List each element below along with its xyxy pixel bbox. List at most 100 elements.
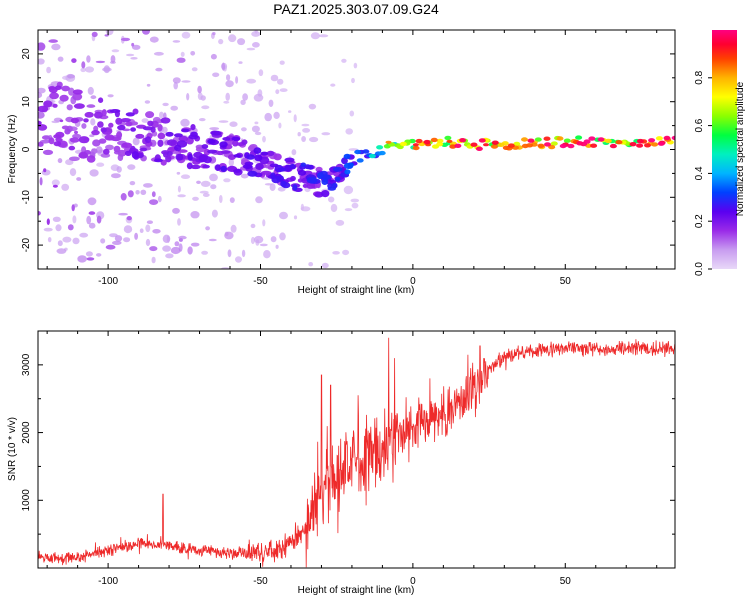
spectrogram-cell [86, 257, 95, 261]
spectrogram-cell [38, 111, 45, 119]
spectrogram-cell [38, 87, 46, 94]
spectrogram-cell [258, 69, 264, 77]
spectrogram-cell [101, 109, 107, 117]
spectrogram-cell [221, 62, 226, 71]
spectrogram-cell [74, 130, 78, 135]
spectrogram-cell [187, 246, 193, 255]
spectrogram-cell [200, 180, 211, 187]
spectrogram-cell [43, 168, 47, 173]
spectrogram-cell [95, 60, 106, 64]
spectrogram-cell [132, 137, 140, 146]
spectrogram-cell [131, 44, 141, 50]
spectrogram-cell [321, 190, 330, 198]
snr-x-label: Height of straight line (km) [298, 585, 415, 596]
spectrogram-cell [165, 253, 174, 259]
spectrogram-cell [262, 219, 266, 227]
spectrogram-cell [214, 164, 221, 172]
spectrogram-x-label: Height of straight line (km) [298, 285, 415, 296]
spectrogram-cell [120, 118, 131, 123]
spectrogram-cell [117, 149, 127, 157]
spectrogram-cell [228, 158, 234, 167]
spectrogram-cell [279, 88, 288, 92]
colorbar-ticks: 0.0 0.2 0.4 0.6 0.8 [694, 70, 712, 276]
spectrogram-cell [176, 57, 186, 63]
spectrogram-cell [55, 131, 65, 139]
spectrogram-cell [335, 176, 341, 182]
spectrogram-cell [301, 123, 310, 127]
spectrogram-cell [284, 157, 295, 163]
spectrogram-cell [277, 167, 286, 172]
spectrogram-cell [537, 143, 545, 148]
spectrogram-cell [89, 169, 99, 177]
spectrogram-cell [38, 105, 49, 113]
spectrogram-cell [166, 139, 177, 146]
spectrogram-cell [270, 236, 277, 243]
spectrogram-cell [130, 57, 138, 60]
figure-title: PAZ1.2025.303.07.09.G24 [273, 1, 439, 17]
spectrogram-cell [38, 91, 43, 99]
spectrogram-cell [201, 105, 210, 110]
spectrogram-cell [268, 99, 274, 108]
spectrogram-cell [231, 136, 241, 141]
spectrogram-cell [330, 203, 338, 213]
spectrogram-cell [306, 176, 318, 184]
spectrogram-cell [252, 42, 260, 48]
snr-x-tick-label: 50 [560, 576, 572, 587]
spectrogram-cell [142, 30, 150, 35]
spectrogram-cell [310, 32, 320, 40]
spectrogram-cell [96, 146, 103, 154]
spectrogram-cell [88, 211, 96, 215]
spectrogram-cell [199, 118, 206, 122]
spectrogram-cell [444, 135, 452, 141]
spectrogram-cell [48, 86, 56, 91]
spectrogram-cell [118, 212, 128, 216]
spectrogram-cell [91, 129, 100, 136]
spectrogram-cell [333, 166, 343, 172]
spectrogram-cell [132, 108, 139, 115]
spectrogram-cell [61, 125, 69, 130]
spectrogram-cell [68, 145, 76, 151]
spectrogram-cell [362, 149, 370, 154]
spectrogram-cell [318, 34, 329, 38]
spectrogram-cell [105, 244, 116, 250]
spectrogram-cell [241, 139, 248, 145]
spectrogram-cell [412, 143, 419, 147]
spectrogram-cell [306, 183, 316, 189]
spectrogram-cell [43, 227, 53, 232]
spectrogram-cell [90, 95, 97, 100]
spectrogram-cell [226, 74, 231, 81]
spectrogram-cell [330, 83, 336, 87]
spectrogram-cell [478, 138, 486, 143]
spectrogram-cell [636, 138, 644, 144]
spectrogram-cell [187, 153, 193, 161]
spectrogram-cell [221, 150, 231, 154]
spectrogram-cell [157, 132, 166, 140]
spectrogram-cell [177, 218, 181, 226]
spectrogram-cell [147, 120, 154, 127]
spectrogram-cell [144, 100, 151, 104]
spectrogram-cell [86, 55, 91, 63]
spectrogram-cell [190, 211, 200, 219]
spectrogram-y-tick-label: -10 [21, 190, 32, 205]
spectrogram-cell [202, 193, 210, 197]
spectrogram-cell [127, 164, 136, 170]
spectrogram-cell [223, 100, 230, 104]
spectrogram-cell [134, 232, 139, 240]
spectrogram-cell [251, 31, 261, 37]
spectrogram-cell [38, 120, 42, 126]
spectrogram-cell [563, 138, 571, 143]
spectrogram-cell [300, 162, 306, 167]
spectrogram-cell [663, 135, 671, 141]
spectrogram-cell [588, 136, 596, 141]
spectrogram-cell [436, 142, 444, 147]
spectrogram-cell [349, 110, 355, 117]
spectrogram-cell [98, 138, 107, 144]
spectrogram-cell [67, 74, 75, 79]
spectrogram-cell [112, 240, 122, 245]
spectrogram-cell [229, 121, 238, 127]
spectrogram-cell [146, 83, 151, 87]
spectrogram-cell [246, 78, 257, 84]
spectrogram-cell [69, 156, 80, 162]
spectrogram-cell [110, 55, 116, 64]
spectrogram-cell [52, 216, 61, 222]
